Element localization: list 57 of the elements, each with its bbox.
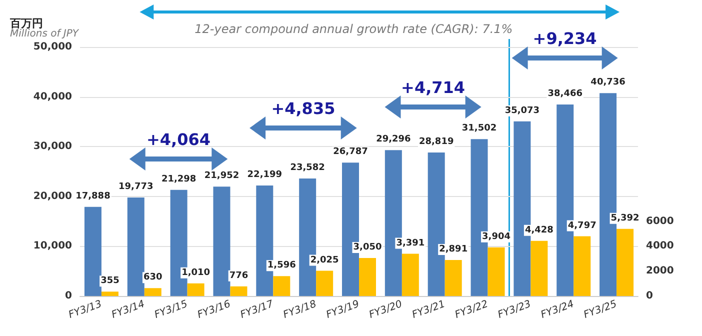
y-tick-label: 40,000 [33,91,72,102]
bar [444,260,462,296]
annotation: +9,234 [532,29,597,48]
data-label: 29,296 [376,134,411,145]
y2-tick-label: 6000 [646,216,674,227]
data-label: 21,298 [161,174,196,184]
annotation: +4,714 [401,78,466,97]
bar [127,198,144,296]
data-label: 31,502 [462,124,497,134]
data-label: 1,596 [267,260,296,271]
bar [273,276,290,296]
data-label: 19,773 [118,182,154,192]
data-label: 3,391 [396,238,425,248]
y2-tick-label: 4000 [646,240,674,252]
data-label: 2,025 [310,255,339,266]
data-label: 3,904 [482,232,511,242]
data-label: 38,466 [548,88,582,99]
data-label: 40,736 [590,78,626,88]
bar [488,247,505,296]
bar [230,286,248,296]
data-label: 17,888 [76,191,110,202]
bar [402,254,419,296]
data-label: 630 [143,272,162,283]
bar [144,288,162,296]
bar [316,270,334,296]
annotation: +4,064 [146,130,211,149]
bar [213,186,230,296]
bar [84,206,102,296]
data-label: 22,199 [247,170,282,180]
y-tick-label: 0 [65,290,72,302]
bar [574,236,591,296]
y-tick-label: 30,000 [33,141,72,152]
y-axis-title: 百万円 Millions of JPY [9,17,80,40]
data-label: 26,787 [333,147,368,158]
data-label: 4,428 [524,225,554,236]
data-label: 35,073 [504,106,540,116]
data-label: 21,952 [204,171,240,182]
data-label: 2,891 [439,244,468,255]
bar [359,258,376,296]
data-label: 3,050 [353,242,382,253]
bar [530,240,548,296]
y-tick-label: 50,000 [33,42,72,52]
data-label: 776 [229,270,248,281]
data-label: 5,392 [610,213,640,224]
y2-tick-label: 2000 [646,266,674,277]
bar [101,292,118,296]
bar [187,283,204,296]
data-label: 355 [100,276,120,286]
data-label: 23,582 [290,163,325,174]
data-label: 28,819 [418,136,454,147]
annotation: +4,835 [271,99,336,118]
text: 12-year compound annual growth rate (CAGR): 7.1% [194,22,513,36]
data-label: 1,010 [182,268,210,278]
y-tick-label: 10,000 [33,240,72,252]
y2-tick-label: 0 [646,290,653,302]
data-label: 4,797 [568,220,596,231]
y-tick-label: 20,000 [33,190,72,202]
